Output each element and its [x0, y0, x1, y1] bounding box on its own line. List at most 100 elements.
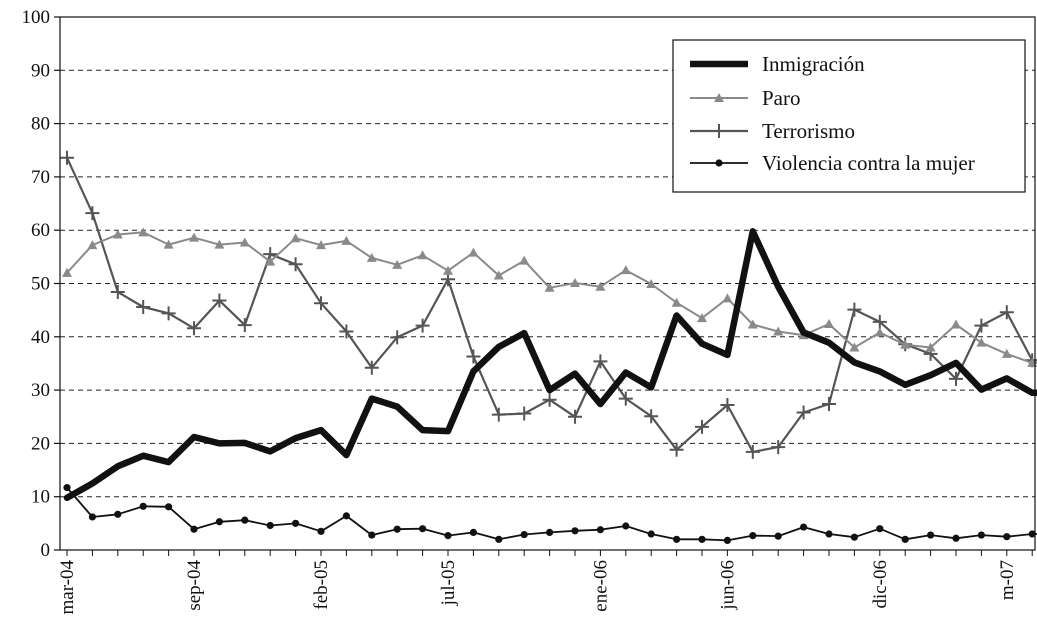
data-point: [444, 532, 452, 540]
data-point: [517, 406, 532, 421]
data-point: [190, 525, 198, 533]
data-point: [1001, 348, 1012, 358]
data-point: [749, 532, 757, 540]
series-3: [63, 484, 1037, 545]
data-point: [570, 277, 580, 287]
data-point: [364, 360, 379, 375]
data-point: [568, 409, 582, 424]
data-point: [951, 319, 961, 329]
legend-label: Violencia contra la mujer: [762, 151, 975, 175]
data-point: [390, 330, 405, 345]
data-point: [698, 535, 706, 543]
data-point: [85, 206, 100, 221]
data-point: [544, 282, 555, 292]
data-point: [419, 525, 427, 533]
legend-label: Terrorismo: [762, 119, 855, 143]
x-tick-label: dic-06: [870, 560, 891, 609]
data-point: [647, 530, 655, 538]
data-point: [671, 297, 682, 307]
data-point: [314, 296, 328, 311]
data-point: [546, 528, 554, 537]
data-point: [1003, 533, 1011, 541]
data-point: [542, 392, 557, 407]
y-tick-label: 70: [31, 167, 50, 188]
data-point: [519, 255, 530, 265]
data-point: [977, 531, 986, 539]
data-point: [161, 306, 176, 321]
data-point: [620, 265, 631, 275]
legend-label: Inmigración: [762, 52, 865, 76]
data-point: [187, 321, 201, 336]
data-point: [697, 313, 707, 323]
data-point: [876, 525, 884, 533]
data-point: [139, 502, 147, 510]
data-point: [722, 293, 733, 303]
data-point: [771, 440, 786, 455]
data-point: [646, 279, 657, 289]
y-tick-label: 20: [31, 433, 50, 454]
data-point: [949, 371, 963, 386]
data-point: [491, 407, 506, 422]
series-2: [60, 150, 1037, 459]
data-point: [366, 252, 377, 262]
data-point: [850, 533, 859, 541]
data-point: [87, 240, 98, 250]
legend-marker: [712, 124, 726, 138]
data-point: [266, 521, 274, 530]
data-point: [88, 513, 96, 521]
y-tick-label: 60: [31, 220, 50, 241]
data-point: [214, 239, 225, 249]
data-point: [720, 398, 735, 413]
data-point: [342, 512, 350, 520]
data-point: [774, 532, 782, 540]
data-point: [469, 528, 477, 537]
data-point: [63, 484, 71, 492]
data-point: [952, 534, 960, 542]
data-point: [62, 267, 72, 277]
legend-marker: [714, 93, 724, 102]
data-point: [927, 531, 935, 539]
data-point: [114, 510, 122, 518]
series-line: [66, 231, 1037, 364]
data-point: [723, 536, 732, 545]
data-point: [466, 349, 481, 364]
data-point: [773, 326, 784, 336]
legend: Inmigración Paro Terrorismo Violencia contr…: [672, 39, 1026, 193]
data-point: [673, 535, 681, 543]
data-point: [110, 285, 125, 300]
data-point: [316, 240, 326, 250]
data-point: [189, 232, 199, 242]
data-point: [292, 519, 300, 527]
data-point: [824, 319, 834, 329]
data-point: [60, 150, 74, 165]
plot-frame: [59, 16, 1036, 551]
data-point: [392, 259, 403, 269]
legend-marker: [715, 159, 723, 167]
y-tick-label: 0: [41, 540, 51, 561]
data-point: [165, 503, 173, 511]
x-tick-label: jun-06: [717, 560, 738, 611]
series-line: [65, 156, 1037, 453]
data-point: [393, 525, 401, 533]
x-tick-label: mar-04: [57, 560, 78, 615]
x-tick-label: jul-05: [438, 560, 459, 606]
x-tick-label: ene-06: [590, 560, 611, 612]
data-point: [495, 535, 503, 543]
data-point: [593, 354, 608, 369]
data-point: [974, 318, 989, 333]
data-point: [800, 523, 808, 531]
data-point: [747, 319, 758, 329]
data-point: [215, 518, 223, 526]
data-point: [796, 405, 811, 420]
data-point: [849, 342, 860, 352]
y-tick-label: 40: [31, 327, 50, 348]
data-point: [976, 337, 987, 347]
data-point: [241, 516, 249, 524]
data-point: [493, 270, 504, 280]
data-point: [874, 327, 885, 337]
y-tick-label: 50: [31, 274, 50, 295]
series-layer: [60, 150, 1037, 545]
data-point: [136, 299, 151, 314]
data-point: [290, 233, 301, 243]
